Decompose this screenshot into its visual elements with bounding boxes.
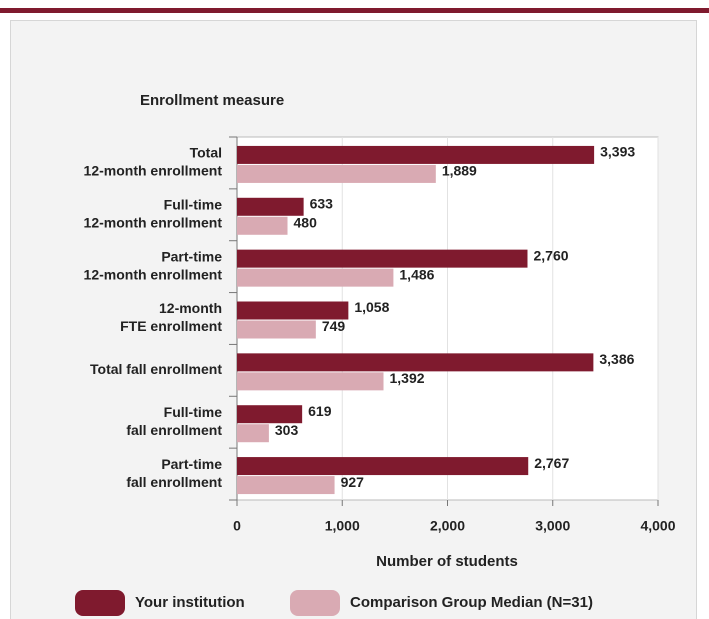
legend-swatch xyxy=(290,590,340,616)
bar xyxy=(237,249,528,268)
bar xyxy=(237,268,394,287)
bar xyxy=(237,320,316,339)
bar xyxy=(237,405,303,424)
top-bar xyxy=(0,8,709,13)
y-tick-label: 12-month enrollment xyxy=(84,266,223,282)
y-tick-label: Full-time xyxy=(164,196,223,212)
bar xyxy=(237,424,269,443)
bar xyxy=(237,301,349,320)
bar xyxy=(237,476,335,495)
x-axis-title: Number of students xyxy=(376,553,518,570)
value-label: 1,058 xyxy=(354,299,389,315)
y-tick-label: FTE enrollment xyxy=(120,318,222,334)
y-tick-label: Part-time xyxy=(161,248,222,264)
value-label: 3,393 xyxy=(600,144,635,160)
value-label: 3,386 xyxy=(599,351,634,367)
legend-label: Your institution xyxy=(135,594,245,611)
y-tick-label: Total xyxy=(190,145,222,161)
bar xyxy=(237,372,384,391)
value-label: 2,767 xyxy=(534,455,569,471)
value-label: 2,760 xyxy=(533,247,568,263)
value-label: 1,889 xyxy=(442,163,477,179)
y-tick-label: 12-month enrollment xyxy=(84,163,223,179)
bar xyxy=(237,457,529,476)
y-tick-label: Full-time xyxy=(164,404,223,420)
y-tick-label: Total fall enrollment xyxy=(90,361,222,377)
y-tick-label: 12-month xyxy=(159,300,222,316)
bar xyxy=(237,216,288,235)
bar xyxy=(237,145,595,164)
y-tick-label: 12-month enrollment xyxy=(84,214,223,230)
bar xyxy=(237,197,304,216)
value-label: 619 xyxy=(308,403,332,419)
bar xyxy=(237,164,436,183)
y-tick-label: fall enrollment xyxy=(126,474,222,490)
x-tick-label: 2,000 xyxy=(430,518,465,534)
value-label: 927 xyxy=(341,474,365,490)
value-label: 749 xyxy=(322,318,346,334)
value-label: 1,486 xyxy=(399,266,434,282)
value-label: 1,392 xyxy=(390,370,425,386)
bar xyxy=(237,353,594,372)
x-tick-label: 1,000 xyxy=(325,518,360,534)
y-tick-label: Part-time xyxy=(161,456,222,472)
value-label: 633 xyxy=(310,195,334,211)
legend-label: Comparison Group Median (N=31) xyxy=(350,594,593,611)
x-tick-label: 0 xyxy=(233,518,241,534)
value-label: 303 xyxy=(275,422,299,438)
value-label: 480 xyxy=(294,214,318,230)
y-axis-title: Enrollment measure xyxy=(140,92,284,109)
x-tick-label: 3,000 xyxy=(535,518,570,534)
x-tick-label: 4,000 xyxy=(640,518,675,534)
legend-swatch xyxy=(75,590,125,616)
y-tick-label: fall enrollment xyxy=(126,422,222,438)
